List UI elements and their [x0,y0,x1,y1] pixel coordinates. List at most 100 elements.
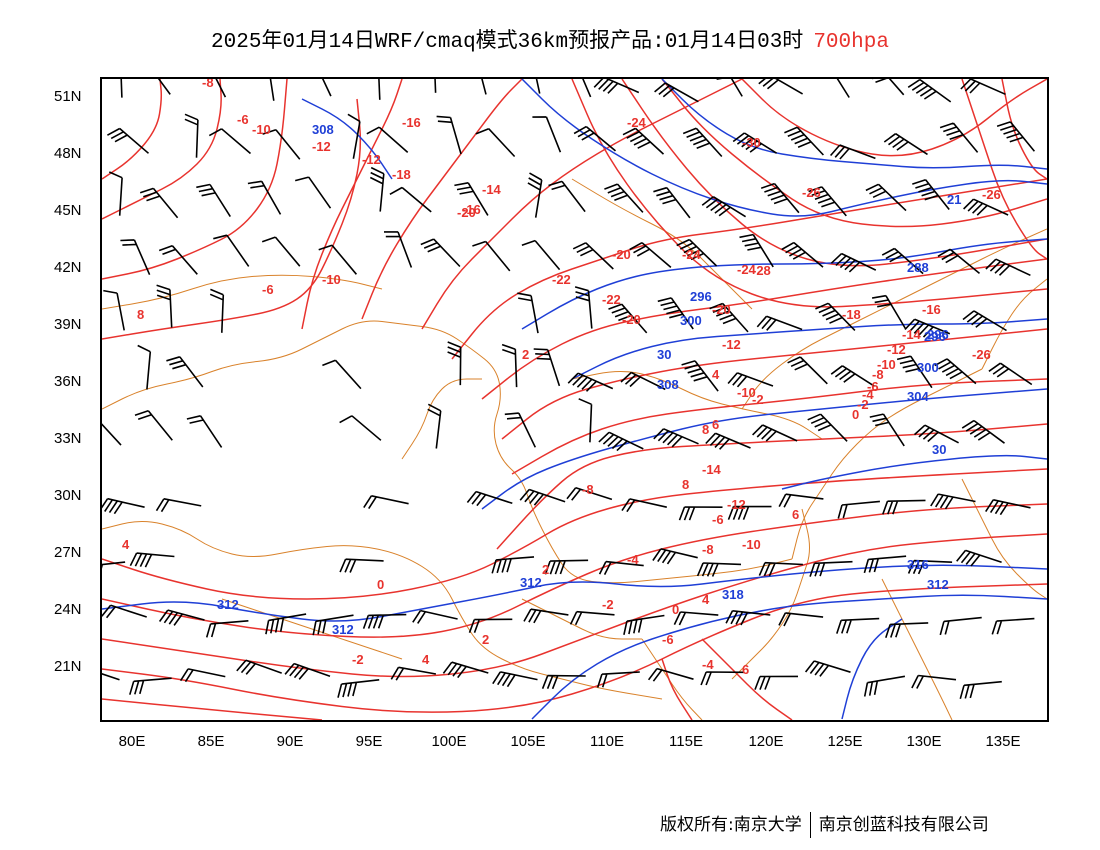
temperature-contour [102,98,362,340]
temperature-label: -12 [362,152,381,167]
wind-barb [869,413,905,447]
temperature-contour [102,79,288,280]
wind-barb [621,498,667,513]
wind-barb [337,679,380,698]
wind-barb [907,79,952,103]
wind-barb [778,612,824,627]
temperature-label: -8 [702,542,714,557]
temperature-label: -6 [867,379,879,394]
temperature-contour [102,533,1047,678]
lat-label: 21N [54,658,82,675]
temperature-label: -12 [727,497,746,512]
wind-barb [985,258,1031,277]
wind-barb [261,236,301,267]
temperature-label: -20 [622,312,641,327]
wind-barb [620,371,666,391]
wind-barb [883,133,928,156]
lon-label: 85E [197,733,225,750]
wind-barb [567,372,614,392]
lon-label: 120E [748,733,784,750]
wind-barb [934,358,977,385]
temperature-label: -8 [872,367,884,382]
wind-barb [569,610,615,626]
wind-barb [807,413,848,442]
wind-barb [535,79,541,94]
temperature-label: -14 [482,182,502,197]
wind-barb [363,495,409,510]
lon-label: 95E [355,733,383,750]
wind-barb [196,183,231,218]
geopotential-contours [102,79,1047,720]
wind-barb [962,310,1007,332]
wind-barb [107,127,150,154]
wind-barb [184,113,199,158]
temperature-contour [661,658,693,720]
temperature-label: 4 [712,367,720,382]
wind-barb [318,244,358,275]
wind-barb [996,121,1036,152]
temperature-label: -22 [102,79,121,82]
temperature-label: -20 [457,205,476,220]
wind-barb [896,355,933,389]
wind-barb [389,186,432,213]
wind-barb [434,79,437,93]
temperature-label: -2 [602,597,614,612]
lat-label: 45N [54,202,82,219]
wind-barb [696,562,742,577]
wind-barb [158,609,205,626]
wind-barb [420,238,461,268]
wind-barb [366,126,409,153]
wind-barb [960,79,1006,96]
wind-barb [179,668,226,683]
wind-barb [622,127,665,155]
wind-barb [882,499,926,515]
wind-barb [139,187,179,219]
wind-barb [582,79,592,98]
wind-barb [521,239,561,271]
geopotential-label: 21 [947,192,961,207]
temperature-label: -14 [902,327,922,342]
wind-barb [837,500,880,519]
wind-barb [961,419,1005,444]
wind-barb [863,555,907,574]
wind-barb [815,302,856,331]
wind-barb [732,132,778,154]
wind-barb [137,344,152,390]
lon-label: 125E [827,733,863,750]
lat-label: 24N [54,601,82,618]
wind-barb [991,617,1035,635]
country-borders [102,178,1047,720]
wind-barb [247,180,282,215]
wind-barb [347,113,361,159]
temperature-label: 2 [482,632,489,647]
lon-label: 100E [431,733,467,750]
wind-barb [213,234,250,267]
temperature-label: -2 [752,392,764,407]
wind-barb [608,303,648,334]
wind-barb [527,172,543,218]
temperature-label: -26 [972,347,991,362]
temperature-contour [451,178,1047,360]
temperature-contours [102,79,1047,720]
wind-barb [236,659,282,675]
geopotential-label: 296 [690,289,712,304]
wind-barb [654,82,699,103]
temperature-label: -8 [582,482,594,497]
wind-barb [102,604,147,619]
wind-barb [284,662,331,680]
wind-barb [778,493,824,508]
map-canvas: -8-6-10-12-16-18-20-24-30-26-28-26-24-22… [102,79,1047,720]
lat-label: 30N [54,487,82,504]
wind-barb [262,128,301,160]
wind-barb [907,559,953,575]
temperature-label: -24 [682,247,702,262]
wind-barb [912,179,950,210]
wind-barb [629,241,672,269]
wind-barb [709,302,749,333]
wind-barb [108,171,123,216]
temperature-label: -26 [802,185,821,200]
wind-barb [809,560,853,577]
temperature-label: -22 [602,292,621,307]
temperature-contour [511,378,1047,475]
temperature-label: 4 [122,537,130,552]
